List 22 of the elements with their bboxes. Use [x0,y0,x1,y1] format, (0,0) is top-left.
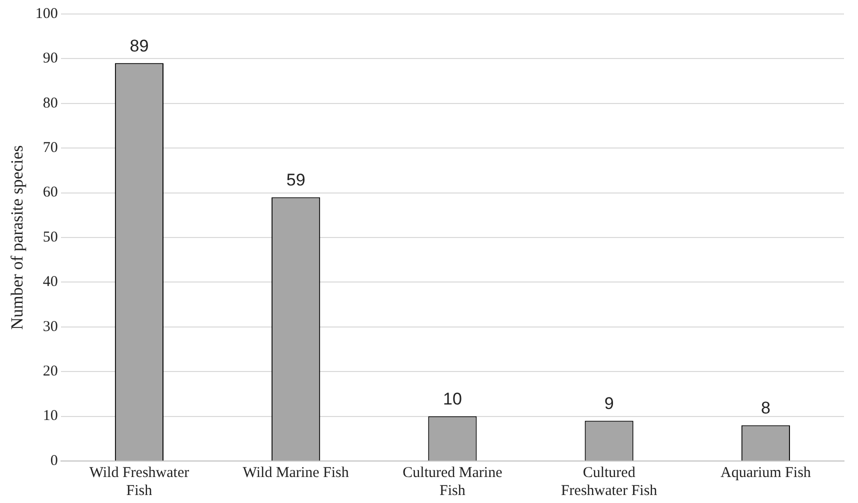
y-tick-label: 70 [42,140,58,156]
y-tick-label: 20 [42,364,58,380]
data-label: 10 [442,389,462,408]
y-tick-label: 10 [42,408,58,424]
y-tick-label: 50 [42,229,58,246]
y-tick-label: 100 [35,6,58,22]
y-tick-label: 90 [42,50,58,67]
y-axis-title: Number of parasite species [8,145,27,330]
x-tick-label: Wild Marine Fish [242,464,350,481]
x-tick-label: Wild Freshwater Fish [89,464,190,499]
x-tick-label: Cultured Marine Fish [402,464,503,499]
data-label: 89 [130,36,149,56]
data-label: 9 [604,394,614,413]
y-tick-label: 30 [42,318,58,335]
y-tick-label: 0 [50,452,58,469]
y-tick-label: 60 [42,184,58,201]
data-label: 59 [286,170,306,190]
data-label: 8 [760,398,770,418]
y-tick-label: 80 [42,95,58,112]
x-tick-label: Cultured Freshwater Fish [560,464,658,499]
y-tick-label: 40 [42,274,58,290]
x-tick-label: Aquarium Fish [720,464,812,481]
